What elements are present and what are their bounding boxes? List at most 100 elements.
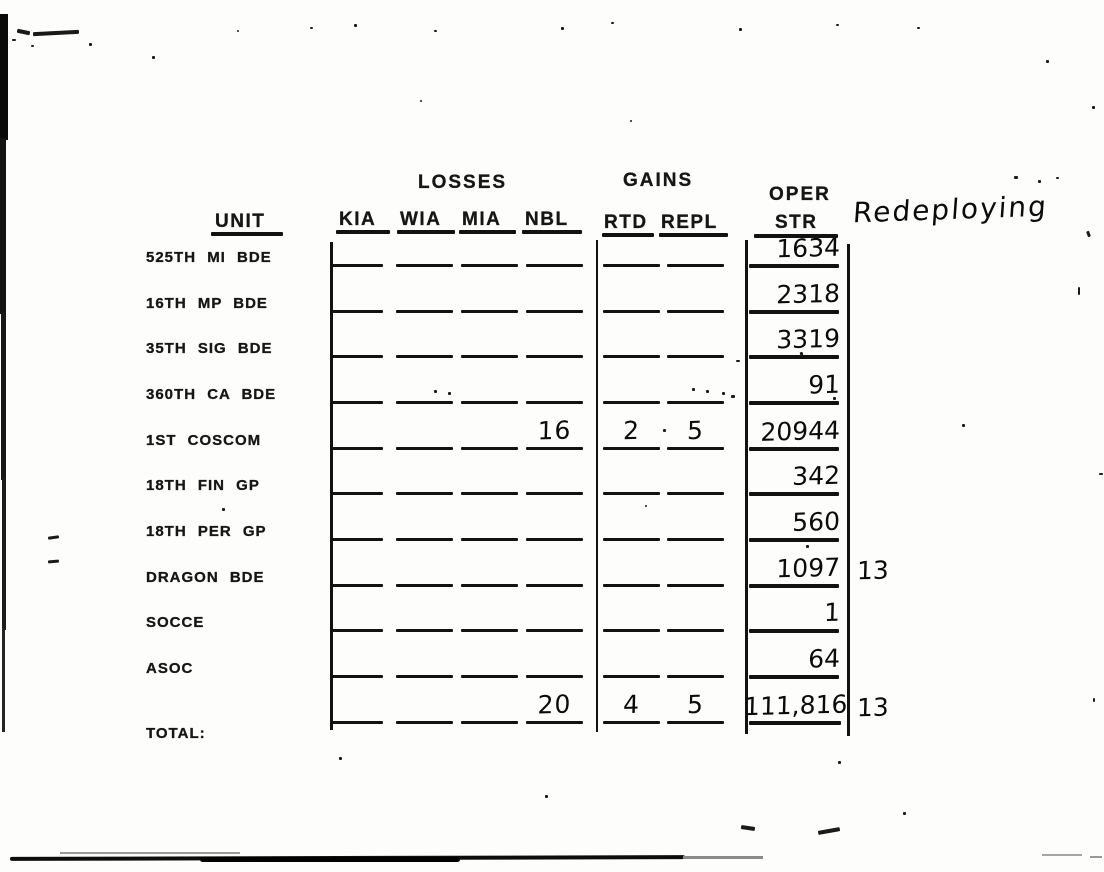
blank-repl-line: [667, 447, 724, 450]
row-unit-label: 16TH MP BDE: [146, 295, 268, 312]
scan-speck: [237, 30, 239, 32]
blank-mia-line: [461, 355, 518, 358]
row-unit-label: SOCCE: [146, 614, 205, 631]
blank-rtd-line: [603, 675, 660, 678]
blank-wia-line: [396, 264, 453, 267]
header-underline-wia: [397, 230, 455, 234]
handwritten-oper-str-value: 342: [791, 460, 841, 492]
scan-speck: [1078, 287, 1080, 295]
scan-edge-bar: [2, 628, 5, 732]
blank-nbl-line: [526, 675, 583, 678]
scan-speck: [434, 30, 437, 32]
row-unit-label: ASOC: [146, 660, 194, 677]
header-underline-repl: [659, 233, 728, 237]
mia-column-header: MIA: [462, 209, 502, 230]
blank-wia-line: [396, 538, 453, 541]
blank-nbl-line: [526, 584, 583, 587]
blank-wia-line: [396, 675, 453, 678]
scan-speck: [222, 508, 225, 511]
blank-kia-line: [331, 721, 383, 724]
handwritten-rtd-value: 4: [622, 689, 641, 720]
scan-speck: [434, 390, 437, 393]
scan-speck: [152, 56, 155, 59]
header-underline-str: [754, 234, 838, 238]
scan-speck: [740, 825, 756, 831]
scan-bottom-streak: [60, 852, 240, 854]
blank-wia-line: [396, 355, 453, 358]
scan-speck: [1099, 473, 1103, 475]
blank-repl-line: [667, 675, 724, 678]
scan-speck: [692, 388, 695, 391]
oper-str-line: [749, 675, 839, 679]
scan-speck: [1038, 180, 1041, 183]
oper-str-line: [749, 401, 839, 405]
handwritten-oper-str-value: 2318: [776, 278, 841, 310]
scan-speck: [806, 545, 809, 548]
scan-speck: [16, 28, 31, 36]
oper-str-line: [749, 492, 839, 496]
blank-repl-line: [667, 355, 724, 358]
blank-repl-line: [667, 264, 724, 267]
unit-column-header: UNIT: [215, 211, 266, 232]
table-vertical-rule-nbl-rtd: [596, 240, 598, 732]
blank-rtd-line: [603, 584, 660, 587]
blank-mia-line: [461, 629, 518, 632]
rtd-column-header: RTD: [604, 212, 648, 233]
handwritten-oper-str-value: 1097: [776, 552, 841, 584]
oper-str-line: [749, 355, 839, 359]
blank-rtd-line: [603, 538, 660, 541]
scan-speck: [12, 39, 16, 41]
handwritten-nbl-value: 16: [537, 415, 572, 446]
blank-kia-line: [331, 401, 383, 404]
blank-repl-line: [667, 721, 724, 724]
blank-kia-line: [331, 538, 383, 541]
header-underline-rtd: [602, 233, 654, 237]
blank-mia-line: [461, 401, 518, 404]
scan-edge-bar: [2, 478, 6, 630]
blank-wia-line: [396, 492, 453, 495]
scan-speck: [561, 27, 564, 30]
blank-kia-line: [331, 264, 383, 267]
scan-speck: [663, 429, 666, 432]
blank-repl-line: [667, 310, 724, 313]
row-unit-label: 360TH CA BDE: [146, 386, 277, 403]
oper-str-column-header: STR: [775, 212, 818, 233]
blank-rtd-line: [603, 492, 660, 495]
scan-speck: [89, 43, 92, 46]
row-unit-label: 1ST COSCOM: [146, 432, 262, 449]
kia-column-header: KIA: [339, 209, 377, 230]
blank-repl-line: [667, 492, 724, 495]
header-underline-unit: [211, 232, 283, 236]
scan-bottom-streak: [1042, 854, 1082, 856]
scan-speck: [47, 559, 60, 564]
wia-column-header: WIA: [400, 209, 442, 230]
header-underline-nbl: [522, 230, 582, 234]
handwritten-redeploying-value: 13: [856, 692, 890, 723]
repl-column-header: REPL: [661, 212, 718, 233]
oper-str-line: [749, 629, 839, 633]
scan-bottom-streak: [683, 856, 763, 859]
scan-speck: [354, 24, 357, 27]
scan-speck: [611, 22, 614, 24]
blank-nbl-line: [526, 310, 583, 313]
blank-kia-line: [331, 355, 383, 358]
oper-str-line: [749, 447, 839, 451]
blank-repl-line: [667, 538, 724, 541]
scan-speck: [420, 100, 422, 102]
blank-wia-line: [396, 310, 453, 313]
scan-edge-bar: [0, 138, 6, 314]
gains-group-header: GAINS: [623, 170, 694, 191]
scan-bottom-streak: [1090, 856, 1102, 858]
blank-mia-line: [461, 492, 518, 495]
blank-nbl-line: [526, 538, 583, 541]
blank-wia-line: [396, 447, 453, 450]
blank-wia-line: [396, 721, 453, 724]
blank-kia-line: [331, 629, 383, 632]
scan-speck: [645, 505, 647, 507]
redeploying-handwritten-note: Redeploying: [851, 189, 1050, 230]
handwritten-oper-str-value: 3319: [776, 323, 841, 355]
blank-mia-line: [461, 584, 518, 587]
scan-speck: [1056, 177, 1059, 179]
table-vertical-rule-right: [847, 244, 850, 736]
